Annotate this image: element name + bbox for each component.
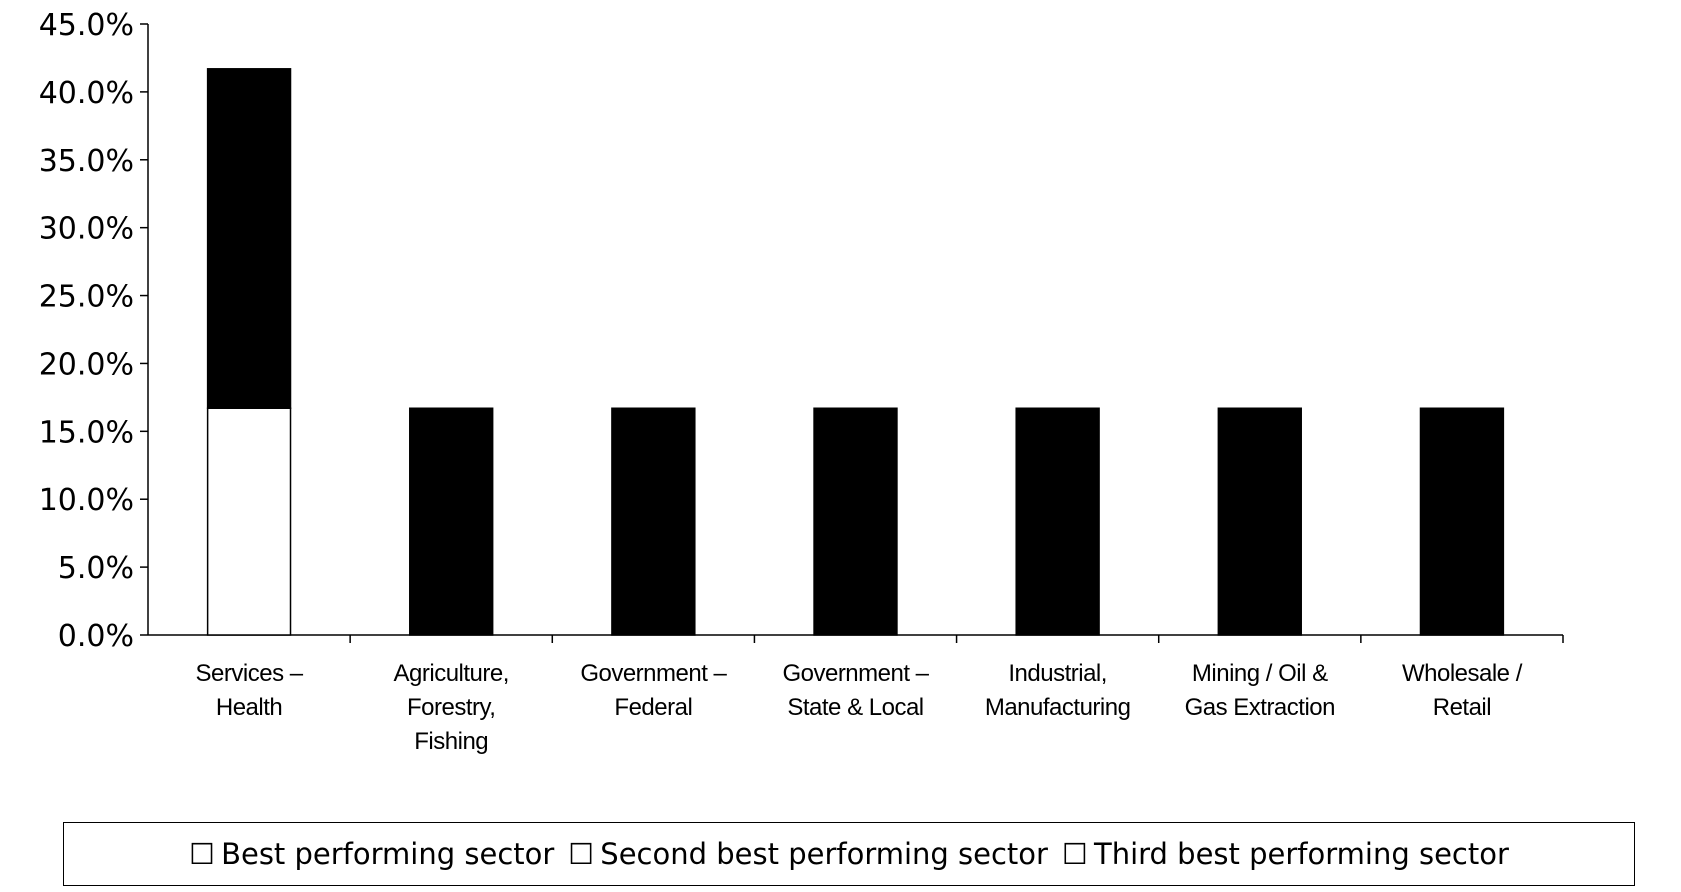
legend-label-best: Best performing sector [221, 837, 555, 871]
x-tick-label-line: Retail [1433, 694, 1491, 721]
x-tick-label-line: Services – [196, 660, 304, 687]
x-tick-label-line: Manufacturing [985, 694, 1131, 721]
x-tick-label-line: Health [216, 694, 282, 721]
y-tick-label: 10.0% [39, 483, 134, 518]
y-tick-label: 15.0% [39, 415, 134, 450]
chart: 0.0% 5.0% 10.0% 15.0% 20.0% 25.0% 30.0% 35.0% 40… [39, 8, 1564, 755]
bars [206, 68, 1505, 636]
x-tick-label: Industrial, Manufacturing [985, 660, 1131, 721]
x-tick-label: Wholesale / Retail [1402, 660, 1523, 721]
y-tick-label: 30.0% [39, 212, 134, 247]
x-tick-label-line: Agriculture, [394, 660, 509, 687]
legend-item-best: ☐ Best performing sector [189, 837, 554, 871]
x-tick-label: Mining / Oil & Gas Extraction [1185, 660, 1335, 721]
y-tick-label: 0.0% [58, 619, 134, 654]
y-tick-label: 40.0% [39, 76, 134, 111]
x-tick-label: Agriculture, Forestry, Fishing [394, 660, 509, 755]
x-tick-label-line: Mining / Oil & [1192, 660, 1328, 687]
bar-segment [1217, 407, 1302, 636]
y-axis: 0.0% 5.0% 10.0% 15.0% 20.0% 25.0% 30.0% 35.0% 40… [39, 8, 149, 654]
x-tick-label-line: Government – [782, 660, 929, 687]
x-tick-label-line: Fishing [414, 728, 488, 755]
legend-swatch-icon: ☐ [189, 837, 216, 871]
y-tick-label: 20.0% [39, 347, 134, 382]
legend-label-second: Second best performing sector [600, 837, 1048, 871]
y-tick-label: 45.0% [39, 8, 134, 43]
x-tick-label-line: State & Local [787, 694, 923, 721]
x-tick-label-line: Industrial, [1008, 660, 1107, 687]
legend-label-third: Third best performing sector [1093, 837, 1509, 871]
x-axis: Services – Health Agriculture, Forestry, Fis… [148, 634, 1564, 755]
y-tick-label: 25.0% [39, 280, 134, 315]
x-tick-label-line: Government – [580, 660, 727, 687]
x-tick-label-line: Federal [614, 694, 692, 721]
x-tick-label-line: Forestry, [407, 694, 495, 721]
y-tick-label: 35.0% [39, 144, 134, 179]
bar-segment [409, 407, 494, 636]
x-tick-label: Government – Federal [580, 660, 727, 721]
legend-swatch-icon: ☐ [568, 837, 595, 871]
legend-item-second: ☐ Second best performing sector [568, 837, 1048, 871]
y-tick-label: 5.0% [58, 551, 134, 586]
bar-segment [1015, 407, 1100, 636]
x-tick-label: Services – Health [196, 660, 304, 721]
legend-item-third: ☐ Third best performing sector [1062, 837, 1509, 871]
x-tick-label-line: Wholesale / [1402, 660, 1523, 687]
legend: ☐ Best performing sector ☐ Second best p… [63, 822, 1635, 886]
bar-segment [813, 407, 898, 636]
bar-segment [1419, 407, 1505, 636]
bar-segment [206, 68, 292, 410]
bar-segment [611, 407, 696, 636]
x-tick-label: Government – State & Local [782, 660, 929, 721]
legend-swatch-icon: ☐ [1061, 837, 1088, 871]
bar-segment [206, 407, 292, 636]
x-tick-label-line: Gas Extraction [1185, 694, 1335, 721]
